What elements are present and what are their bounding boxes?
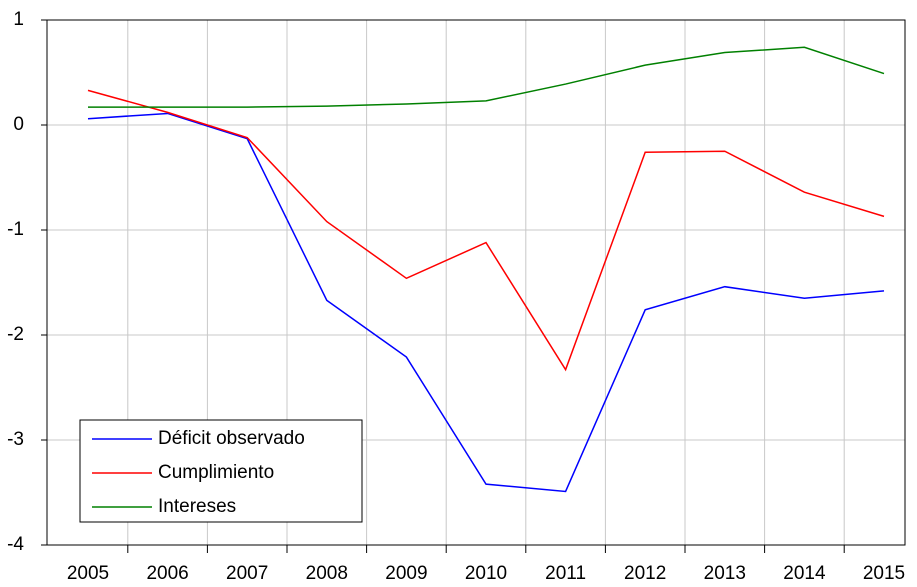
legend-box <box>79 419 363 523</box>
x-tick-label: 2005 <box>67 563 109 584</box>
y-tick-label: -4 <box>7 534 24 555</box>
x-tick-label: 2010 <box>465 563 507 584</box>
plot-frame <box>46 19 906 546</box>
x-tick-label: 2013 <box>704 563 746 584</box>
legend-label: Intereses <box>158 496 236 517</box>
x-tick-label: 2015 <box>863 563 905 584</box>
x-tick-label: 2011 <box>545 563 586 584</box>
series-line <box>87 112 885 493</box>
x-tick-label: 2006 <box>146 563 188 584</box>
x-tick-label: 2012 <box>624 563 666 584</box>
legend-label: Déficit observado <box>158 428 305 449</box>
x-tick-label: 2008 <box>306 563 348 584</box>
series-line <box>88 46 885 108</box>
legend-label: Cumplimiento <box>158 462 274 483</box>
x-tick-label: 2014 <box>783 563 826 584</box>
series-line <box>87 89 885 372</box>
y-tick-label: -1 <box>7 219 24 240</box>
y-tick-label: -2 <box>7 324 24 345</box>
y-tick-label: 1 <box>13 9 24 30</box>
y-tick-label: -3 <box>7 429 24 450</box>
x-tick-label: 2007 <box>226 563 268 584</box>
x-tick-label: 2009 <box>385 563 427 584</box>
y-tick-label: 0 <box>13 114 24 135</box>
